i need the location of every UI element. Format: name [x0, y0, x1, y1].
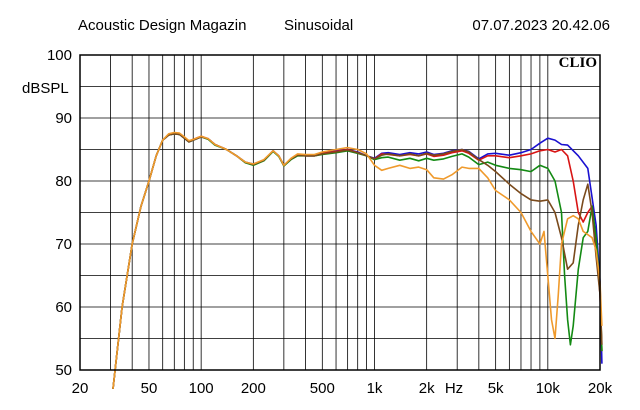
- chart-header-middle: Sinusoidal: [284, 17, 354, 34]
- y-axis-label: dBSPL: [22, 80, 69, 97]
- y-tick-label: 80: [55, 173, 72, 190]
- chart-series-group: [112, 131, 603, 389]
- x-tick-label: 5k: [488, 380, 504, 397]
- series-line-5: [112, 131, 603, 389]
- y-tick-label: 100: [47, 47, 72, 64]
- chart-header-right: 07.07.2023 20.42.06: [472, 17, 610, 34]
- y-tick-label: 70: [55, 236, 72, 253]
- x-tick-label: 20: [72, 380, 89, 397]
- plot-frame: [79, 54, 601, 371]
- chart-header-left: Acoustic Design Magazin: [78, 17, 247, 34]
- y-tick-labels: 50 60 70 80 90 100: [47, 47, 72, 379]
- clio-watermark: CLIO: [559, 55, 597, 71]
- y-tick-label: 90: [55, 110, 72, 127]
- x-tick-label: 20k: [588, 380, 613, 397]
- y-tick-label: 60: [55, 299, 72, 316]
- x-tick-label: 100: [189, 380, 214, 397]
- x-tick-label: 2k: [419, 380, 435, 397]
- x-axis-label: Hz: [445, 380, 463, 397]
- x-tick-label: 500: [310, 380, 335, 397]
- x-tick-label: 10k: [536, 380, 561, 397]
- chart-grid: [80, 55, 600, 370]
- x-tick-label: 200: [241, 380, 266, 397]
- x-tick-labels: 20 50 100 200 500 1k 2k 5k 10k 20k Hz: [72, 380, 613, 397]
- x-tick-label: 1k: [367, 380, 383, 397]
- x-tick-label: 50: [141, 380, 158, 397]
- series-line-4: [112, 133, 603, 389]
- y-tick-label: 50: [55, 362, 72, 379]
